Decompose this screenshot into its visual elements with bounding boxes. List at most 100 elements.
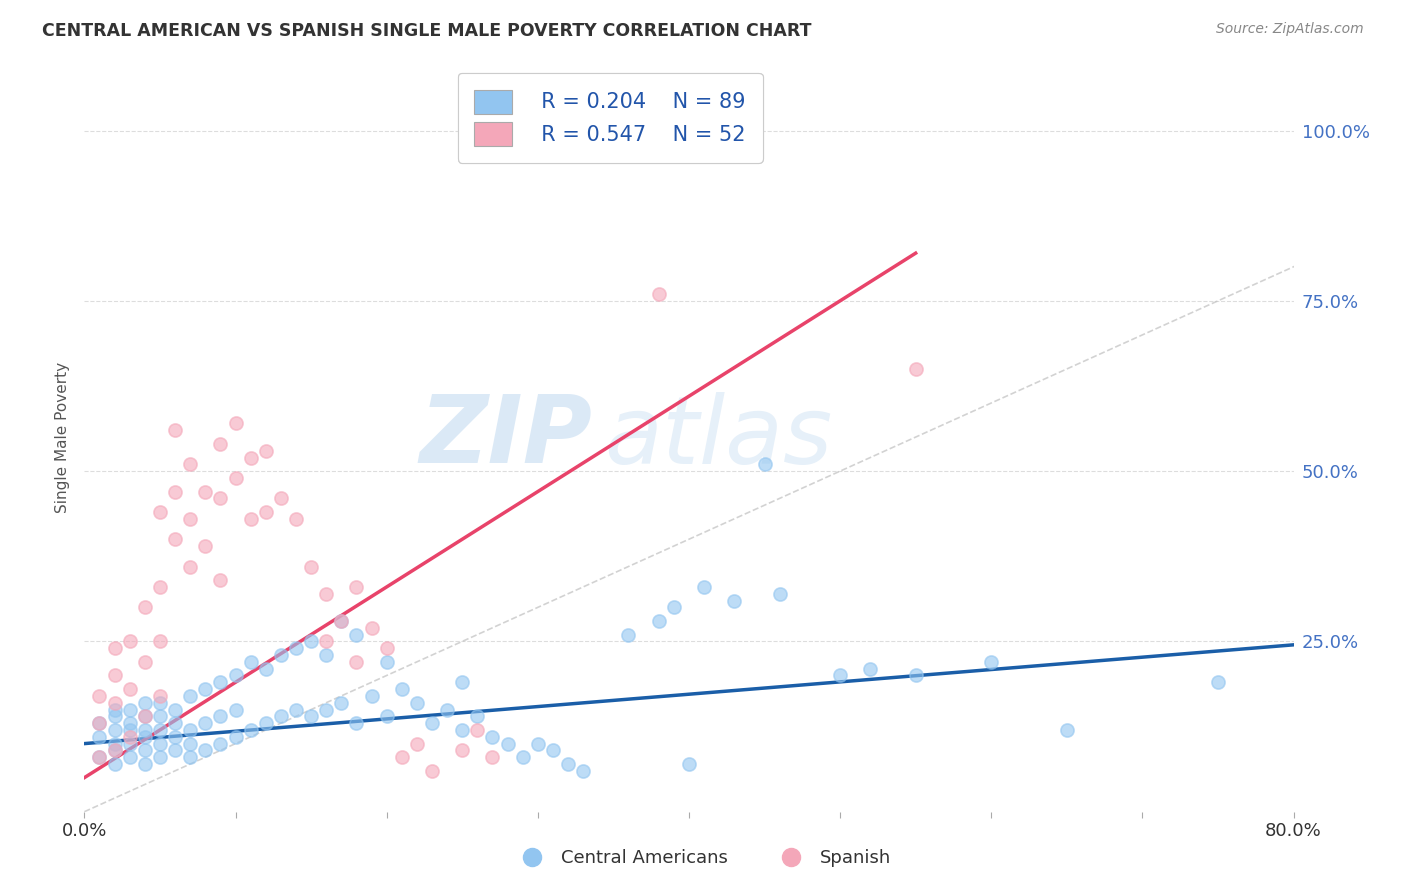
- Point: [118, 634, 141, 648]
- Point: [420, 716, 443, 731]
- Point: [89, 750, 111, 764]
- Point: [648, 614, 671, 628]
- Point: [420, 764, 443, 778]
- Point: [754, 458, 776, 472]
- Point: [209, 709, 232, 723]
- Point: [315, 648, 337, 662]
- Point: [179, 512, 201, 526]
- Point: [179, 737, 201, 751]
- Point: [118, 737, 141, 751]
- Point: [165, 702, 187, 716]
- Point: [118, 730, 141, 744]
- Point: [270, 648, 292, 662]
- Point: [118, 750, 141, 764]
- Point: [179, 559, 201, 574]
- Point: [254, 505, 277, 519]
- Point: [104, 757, 127, 772]
- Point: [165, 484, 187, 499]
- Point: [209, 437, 232, 451]
- Point: [225, 417, 247, 431]
- Point: [467, 709, 489, 723]
- Point: [225, 702, 247, 716]
- Legend:   R = 0.204    N = 89,   R = 0.547    N = 52: R = 0.204 N = 89, R = 0.547 N = 52: [457, 73, 762, 162]
- Point: [134, 600, 156, 615]
- Point: [859, 662, 882, 676]
- Point: [149, 696, 172, 710]
- Point: [89, 716, 111, 731]
- Point: [225, 471, 247, 485]
- Point: [572, 764, 595, 778]
- Point: [209, 491, 232, 506]
- Point: [149, 505, 172, 519]
- Point: [89, 750, 111, 764]
- Point: [134, 730, 156, 744]
- Point: [1056, 723, 1078, 737]
- Point: [375, 709, 398, 723]
- Point: [360, 621, 382, 635]
- Point: [254, 716, 277, 731]
- Point: [330, 696, 353, 710]
- Point: [904, 362, 927, 376]
- Point: [678, 757, 700, 772]
- Point: [104, 737, 127, 751]
- Point: [134, 743, 156, 757]
- Point: [406, 696, 429, 710]
- Point: [346, 580, 368, 594]
- Point: [375, 655, 398, 669]
- Y-axis label: Single Male Poverty: Single Male Poverty: [55, 361, 70, 513]
- Point: [239, 512, 262, 526]
- Point: [165, 743, 187, 757]
- Point: [254, 443, 277, 458]
- Point: [149, 709, 172, 723]
- Point: [239, 655, 262, 669]
- Point: [89, 689, 111, 703]
- Point: [134, 709, 156, 723]
- Text: CENTRAL AMERICAN VS SPANISH SINGLE MALE POVERTY CORRELATION CHART: CENTRAL AMERICAN VS SPANISH SINGLE MALE …: [42, 22, 811, 40]
- Point: [179, 723, 201, 737]
- Point: [346, 627, 368, 641]
- Point: [315, 587, 337, 601]
- Point: [194, 743, 217, 757]
- Point: [239, 450, 262, 465]
- Point: [270, 491, 292, 506]
- Point: [315, 634, 337, 648]
- Point: [375, 641, 398, 656]
- Point: [1206, 675, 1229, 690]
- Point: [225, 668, 247, 682]
- Point: [104, 668, 127, 682]
- Point: [693, 580, 716, 594]
- Point: [254, 662, 277, 676]
- Point: [467, 723, 489, 737]
- Point: [179, 689, 201, 703]
- Point: [89, 716, 111, 731]
- Point: [360, 689, 382, 703]
- Point: [769, 587, 792, 601]
- Point: [134, 655, 156, 669]
- Point: [330, 614, 353, 628]
- Point: [134, 696, 156, 710]
- Point: [406, 737, 429, 751]
- Point: [980, 655, 1002, 669]
- Point: [165, 730, 187, 744]
- Point: [225, 730, 247, 744]
- Point: [149, 750, 172, 764]
- Text: Source: ZipAtlas.com: Source: ZipAtlas.com: [1216, 22, 1364, 37]
- Point: [285, 641, 308, 656]
- Point: [134, 723, 156, 737]
- Point: [209, 573, 232, 587]
- Point: [165, 423, 187, 437]
- Point: [315, 702, 337, 716]
- Point: [179, 750, 201, 764]
- Point: [391, 750, 413, 764]
- Point: [830, 668, 852, 682]
- Point: [299, 559, 322, 574]
- Point: [104, 723, 127, 737]
- Text: ZIP: ZIP: [419, 391, 592, 483]
- Point: [451, 743, 474, 757]
- Point: [104, 702, 127, 716]
- Point: [104, 743, 127, 757]
- Point: [451, 723, 474, 737]
- Point: [299, 634, 322, 648]
- Point: [149, 723, 172, 737]
- Point: [541, 743, 564, 757]
